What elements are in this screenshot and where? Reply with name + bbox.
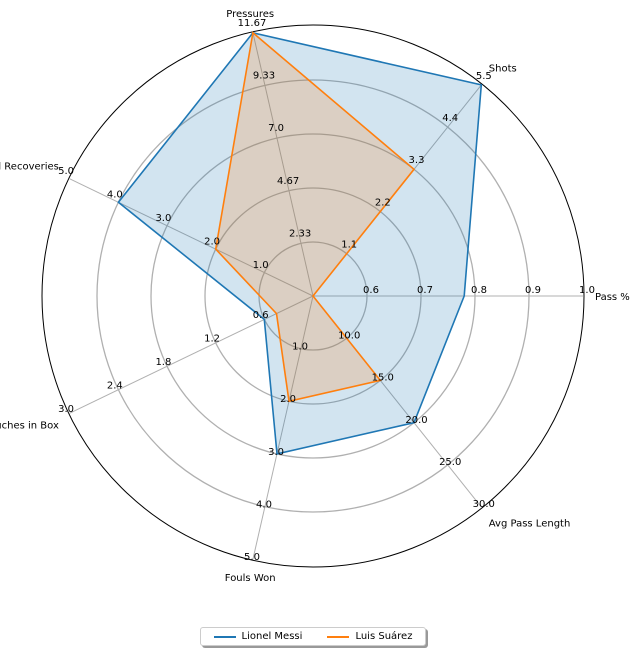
series-area-2: [214, 31, 416, 403]
tick-label: 4.4: [442, 113, 458, 124]
tick-label: 3.0: [268, 447, 284, 458]
tick-label: 7.0: [268, 123, 284, 134]
tick-label: 15.0: [372, 373, 394, 384]
axis-label: Shots: [489, 64, 517, 75]
tick-label: 2.0: [280, 394, 296, 405]
legend-swatch-series-2: [327, 635, 350, 638]
tick-label: 1.0: [579, 285, 595, 296]
tick-label: 0.7: [417, 285, 433, 296]
tick-label: 30.0: [473, 499, 495, 510]
legend-label-series-2: Luis Suárez: [355, 631, 413, 642]
tick-label: 3.3: [409, 155, 425, 166]
axis-spoke: [69, 178, 314, 297]
tick-label: 0.6: [363, 285, 379, 296]
tick-label: 5.5: [476, 71, 492, 82]
tick-label: 2.33: [289, 229, 311, 240]
tick-label: 2.4: [107, 381, 123, 392]
axis-label: Avg Pass Length: [489, 519, 571, 530]
tick-label: 4.0: [256, 500, 272, 511]
axis-label: Touches in Box: [0, 420, 59, 431]
tick-label: 0.9: [525, 285, 541, 296]
tick-label: 5.0: [58, 166, 74, 177]
axis-spoke: [252, 32, 314, 297]
tick-label: 20.0: [405, 415, 427, 426]
axis-label: Ball Recoveries: [0, 162, 59, 173]
tick-label: 25.0: [439, 457, 461, 468]
outer-circle: [41, 24, 585, 568]
legend: Lionel Messi Luis Suárez: [200, 627, 426, 646]
legend-item-series-2: Luis Suárez: [327, 631, 412, 642]
legend-item-series-1: Lionel Messi: [213, 631, 303, 642]
tick-label: 2.0: [204, 236, 220, 247]
tick-label: 3.0: [58, 404, 74, 415]
tick-label: 11.67: [238, 18, 267, 29]
legend-label-series-1: Lionel Messi: [241, 631, 303, 642]
tick-label: 1.2: [204, 334, 220, 345]
tick-label: 4.67: [277, 176, 299, 187]
axis-spoke: [252, 295, 314, 560]
tick-label: 1.0: [253, 260, 269, 271]
axis-label: Pressures: [226, 9, 274, 20]
axis-spoke: [69, 295, 314, 414]
tick-label: 5.0: [244, 552, 260, 563]
tick-label: 0.8: [471, 285, 487, 296]
tick-label: 9.33: [253, 71, 275, 82]
tick-label: 0.6: [253, 310, 269, 321]
tick-label: 1.8: [155, 357, 171, 368]
tick-label: 3.0: [155, 213, 171, 224]
radar-series: [117, 31, 483, 455]
tick-label: 10.0: [338, 330, 360, 341]
tick-label: 4.0: [107, 190, 123, 201]
tick-label: 1.1: [341, 240, 357, 251]
legend-swatch-series-1: [213, 635, 236, 638]
axis-label: Fouls Won: [225, 573, 276, 584]
axis-label: Pass %: [595, 292, 630, 303]
tick-label: 2.2: [375, 197, 391, 208]
tick-label: 1.0: [292, 342, 308, 353]
series-area-1: [117, 31, 483, 455]
